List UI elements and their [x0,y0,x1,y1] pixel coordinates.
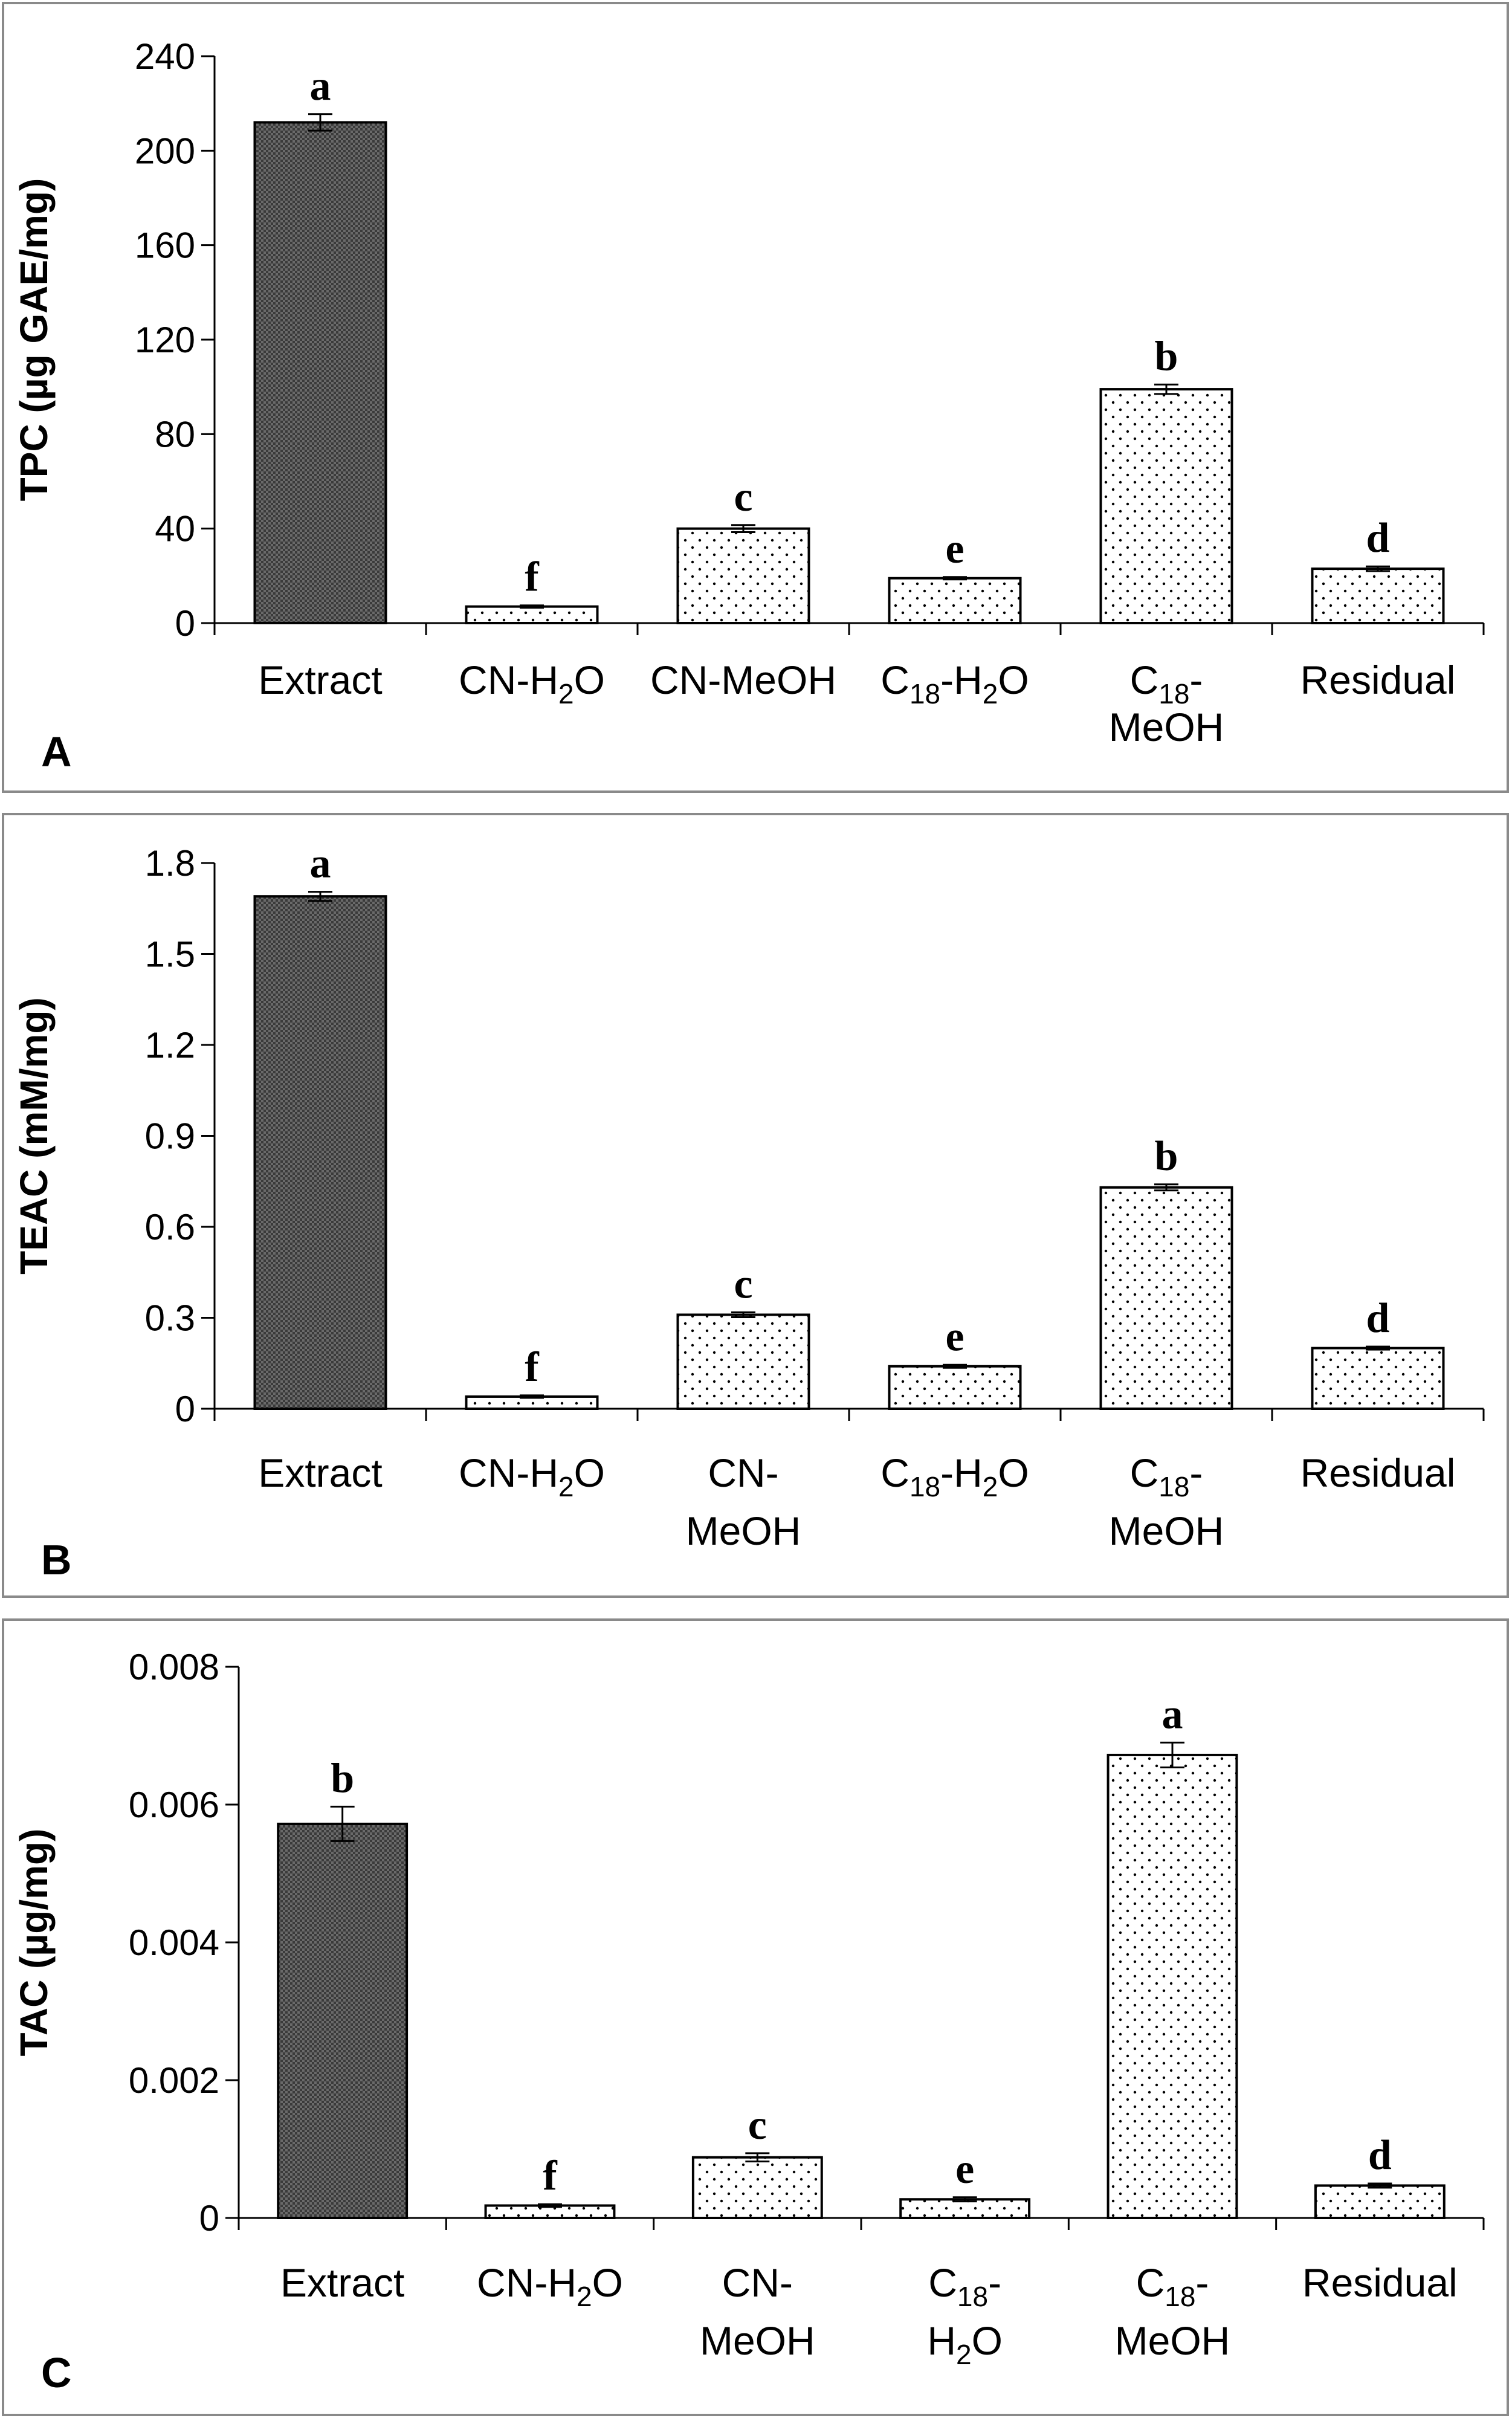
panel-b-x-tick-label-cn-h2o: CN-H2O [459,1450,605,1502]
panel-a-bar-cn-meoh [676,527,810,625]
panel-b-y-tick-label: 0.6 [145,1207,195,1247]
panel-b-significance-letter: d [1366,1295,1390,1342]
panel-a-y-tick-label: 160 [135,225,195,266]
panel-a-significance-letter: c [734,474,752,520]
panel-a-x-tick-label-c18-h2o: C18-H2O [880,658,1029,710]
panel-c: 0 0.002 0.004 0.006 0.008 TAC (µg/mg) Cb Extrac… [12,1647,1485,2396]
panel-c-significance-letter: c [748,2102,767,2148]
panel-b-x-tick-label-c18-h2o: C18-H2O [880,1450,1029,1502]
panel-c-x-tick-label-cn-h2o: CN-H2O [477,2260,623,2312]
panel-a-bar-c18-meoh [1099,388,1233,624]
panel-a-y-tick-label: 240 [135,36,195,77]
panel-c-y-tick-label: 0 [199,2198,219,2239]
panel-a-bar-extract [253,121,387,624]
panel-c-bar-c18-h2o [899,2198,1031,2219]
panel-c-x-tick-label-c18-meoh: C18-MeOH [1115,2260,1230,2363]
panel-a-y-tick-label: 0 [175,603,195,644]
panel-a-bar-residual [1311,567,1445,625]
panel-b-y-tick-label: 1.5 [145,934,195,975]
panel-c-significance-letter: f [543,2153,557,2199]
panel-b: 0 0.3 0.6 0.9 1.2 1.5 1.8 TEAC (mM/mg) Ba Extract… [12,841,1485,1583]
panel-c-y-axis-label: TAC (µg/mg) [12,1829,56,2057]
panel-a-y-tick-label: 200 [135,131,195,171]
panel-b-bar-cn-meoh [676,1313,810,1411]
panel-a-significance-letter: d [1366,515,1390,561]
panel-b-x-tick-label-c18-meoh: C18-MeOH [1109,1450,1224,1553]
panel-a-significance-letter: b [1155,333,1178,380]
panel-a-bar-cn-h2o [465,605,599,624]
panel-b-bar-residual [1311,1346,1445,1411]
panel-a-significance-letter: e [945,526,964,572]
panel-a-x-tick-label-residual: Residual [1300,658,1456,702]
panel-b-y-tick-label: 0 [175,1389,195,1429]
panel-b-x-tick-label-cn-meoh: CN-MeOH [686,1450,801,1553]
panel-c-x-tick-label-cn-meoh: CN-MeOH [700,2260,815,2363]
panel-c-significance-letter: b [331,1755,354,1802]
panel-c-significance-letter: e [955,2146,974,2193]
panel-a: 0 40 80 120 160 200 240 TPC (µg GAE/mg) Aa Extrac… [12,36,1485,775]
panel-b-significance-letter: c [734,1261,752,1307]
panel-b-x-tick-label-extract: Extract [258,1450,382,1495]
panel-c-significance-letter: d [1368,2132,1392,2179]
panel-c-bar-residual [1314,2184,1446,2219]
panel-c-y-tick-label: 0.004 [129,1922,219,1963]
panel-b-bar-c18-h2o [888,1365,1022,1410]
panel-c-bar-extract [277,1822,409,2219]
panel-b-y-tick-label: 0.3 [145,1298,195,1339]
panel-c-significance-letter: a [1162,1691,1183,1738]
panel-a-y-tick-label: 80 [155,414,195,454]
panel-a-bar-c18-h2o [888,577,1022,624]
panel-b-x-tick-label-residual: Residual [1300,1450,1456,1495]
panel-c-x-tick-label-c18-h2o: C18-H2O [927,2260,1003,2370]
panel-a-y-axis-label: TPC (µg GAE/mg) [12,178,56,502]
panel-a-x-tick-label-c18-meoh: C18-MeOH [1109,658,1224,749]
panel-c-y-tick-label: 0.006 [129,1785,219,1825]
panel-b-significance-letter: e [945,1313,964,1360]
panel-a-letter: A [41,728,72,775]
panel-a-y-tick-label: 120 [135,320,195,360]
panel-b-y-tick-label: 0.9 [145,1116,195,1157]
panel-b-y-tick-label: 1.8 [145,843,195,884]
panel-b-significance-letter: f [525,1344,539,1391]
panel-c-bar-cn-meoh [691,2156,823,2219]
panel-b-y-axis-label: TEAC (mM/mg) [12,997,56,1275]
panel-a-x-tick-label-cn-h2o: CN-H2O [459,658,605,710]
panel-a-significance-letter: f [525,554,539,601]
panel-c-letter: C [41,2349,72,2396]
panel-a-x-tick-label-cn-meoh: CN-MeOH [650,658,836,702]
panel-c-x-tick-label-residual: Residual [1302,2260,1458,2305]
panel-b-bar-c18-meoh [1099,1186,1233,1410]
panel-a-y-tick-label: 40 [155,509,195,549]
panel-b-bar-extract [253,895,387,1410]
panel-c-y-tick-label: 0.002 [129,2060,219,2101]
panel-a-x-tick-label-extract: Extract [258,658,382,702]
panel-b-significance-letter: b [1155,1133,1178,1180]
panel-b-significance-letter: a [310,841,331,887]
panel-b-letter: B [41,1536,72,1583]
panel-c-x-tick-label-extract: Extract [280,2260,404,2305]
panel-b-y-tick-label: 1.2 [145,1025,195,1065]
panel-c-y-tick-label: 0.008 [129,1647,219,1687]
panel-a-significance-letter: a [310,63,331,109]
panel-c-bar-c18-meoh [1107,1753,1238,2219]
panel-c-frame [2,1618,1509,2416]
